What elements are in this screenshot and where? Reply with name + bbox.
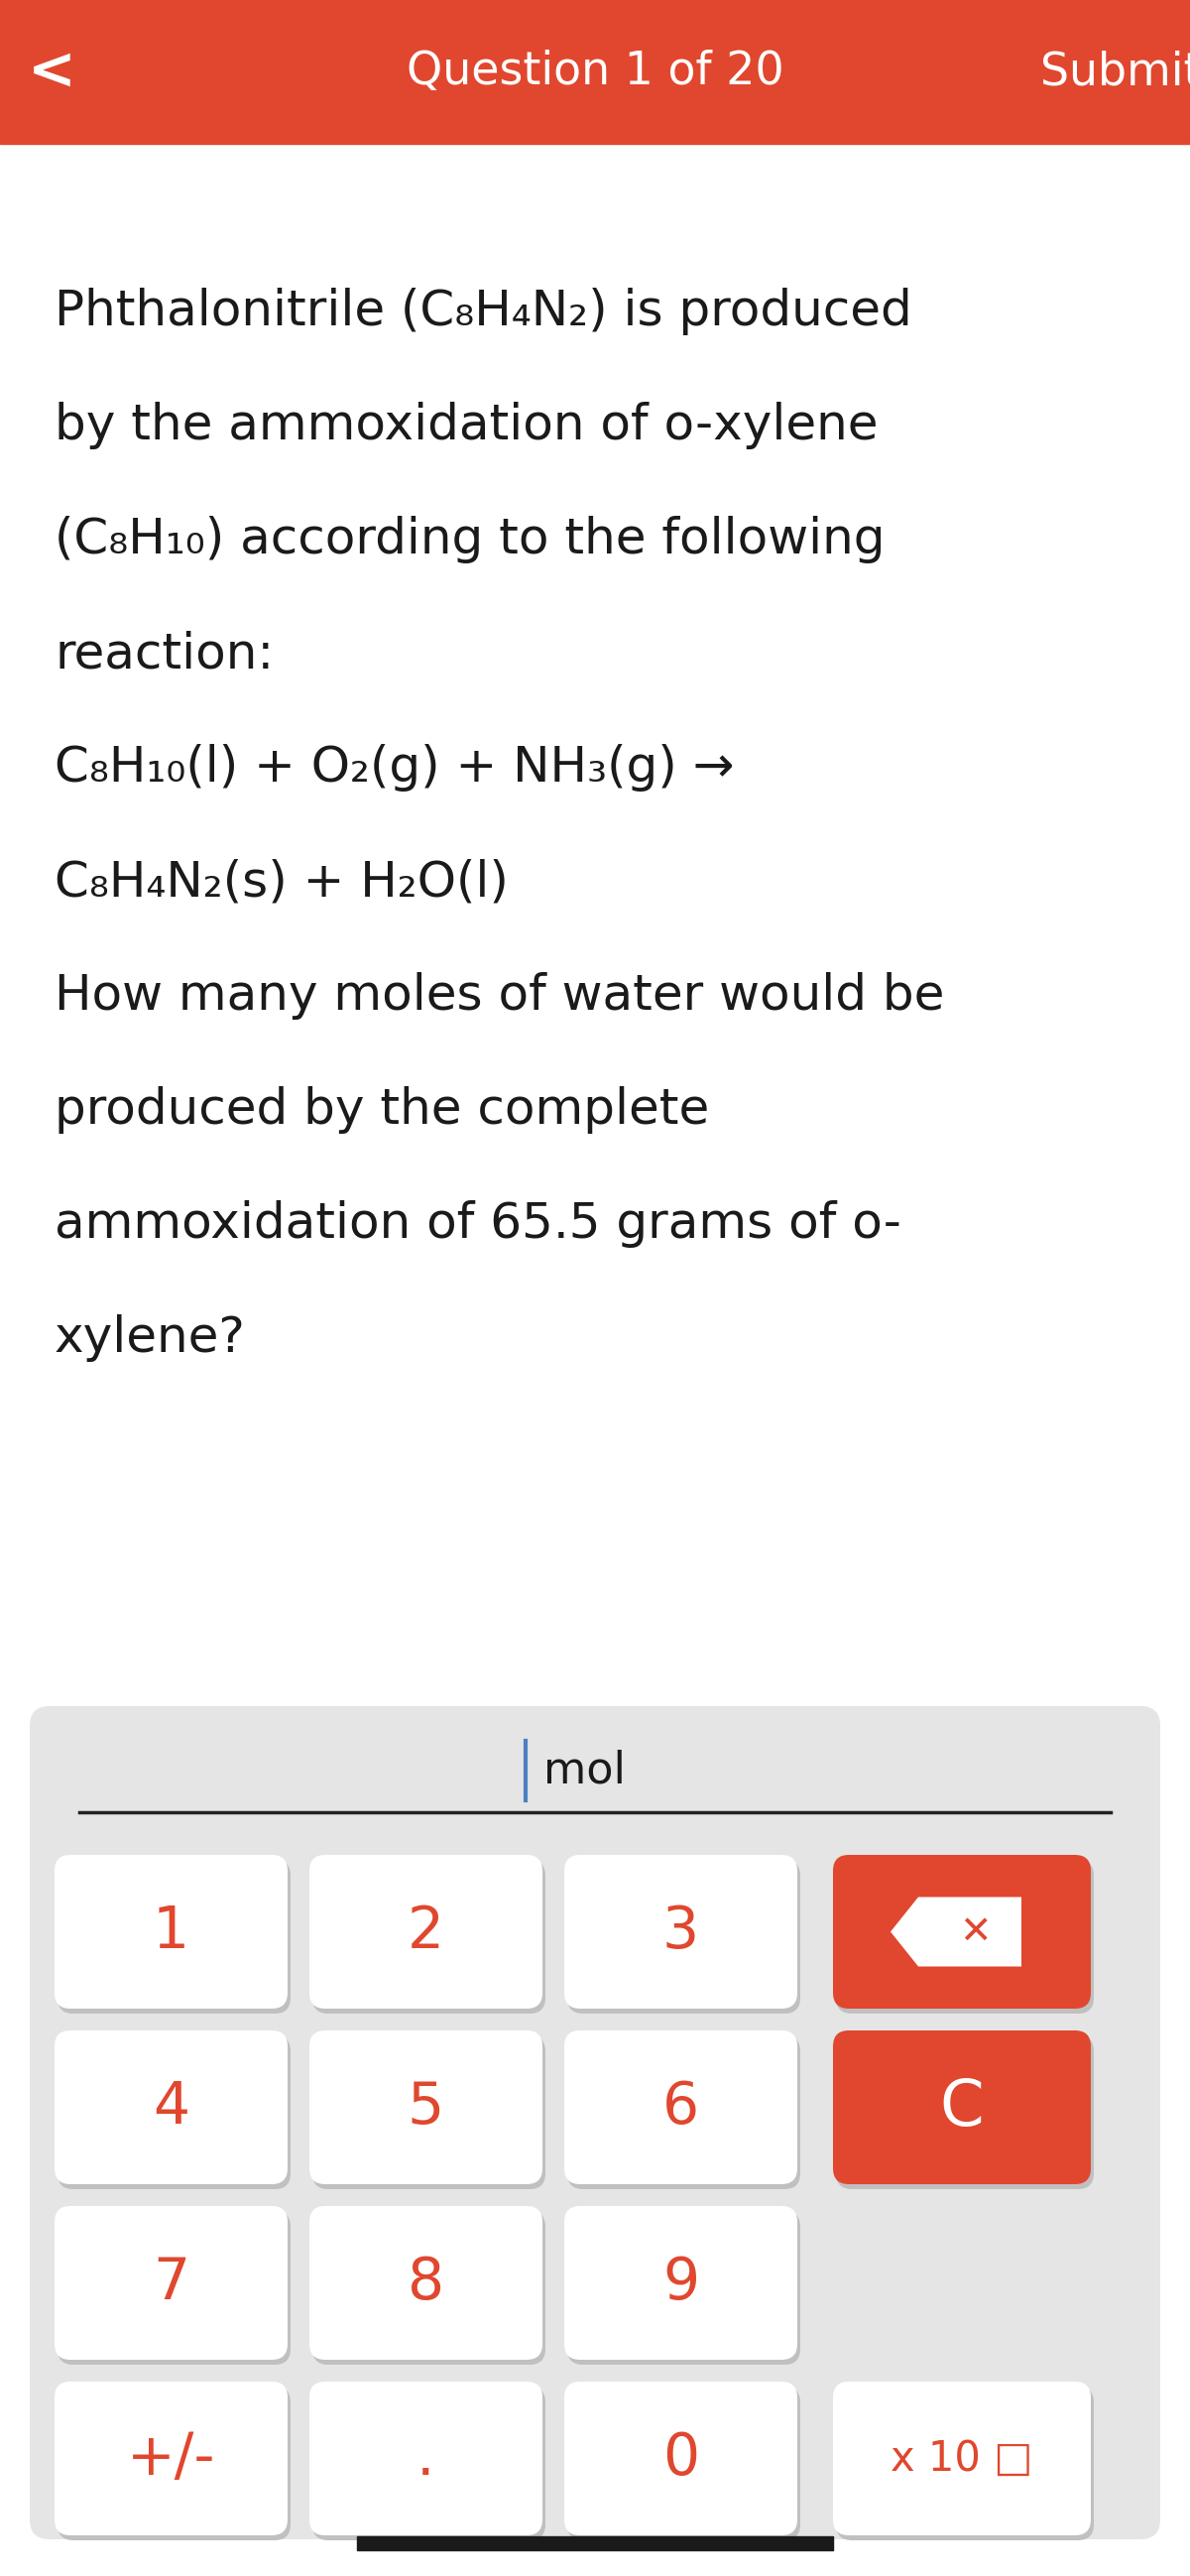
FancyBboxPatch shape — [57, 2210, 290, 2365]
Text: 8: 8 — [407, 2254, 444, 2311]
Text: Phthalonitrile (C₈H₄N₂) is produced: Phthalonitrile (C₈H₄N₂) is produced — [55, 289, 912, 335]
FancyBboxPatch shape — [568, 2035, 801, 2190]
FancyBboxPatch shape — [55, 2205, 288, 2360]
Text: 6: 6 — [663, 2079, 700, 2136]
FancyBboxPatch shape — [568, 2210, 801, 2365]
Text: 7: 7 — [152, 2254, 189, 2311]
FancyBboxPatch shape — [55, 1855, 288, 2009]
FancyBboxPatch shape — [568, 2385, 801, 2540]
FancyBboxPatch shape — [57, 2385, 290, 2540]
FancyBboxPatch shape — [564, 2030, 797, 2184]
Text: C: C — [940, 2076, 984, 2138]
Text: by the ammoxidation of o-xylene: by the ammoxidation of o-xylene — [55, 402, 878, 448]
FancyBboxPatch shape — [309, 2383, 543, 2535]
Text: 2: 2 — [407, 1904, 444, 1960]
FancyBboxPatch shape — [309, 1855, 543, 2009]
FancyBboxPatch shape — [835, 2385, 1094, 2540]
FancyBboxPatch shape — [312, 1860, 545, 2014]
FancyBboxPatch shape — [55, 2383, 288, 2535]
FancyBboxPatch shape — [835, 1860, 1094, 2014]
Text: ✕: ✕ — [959, 1914, 991, 1950]
Text: produced by the complete: produced by the complete — [55, 1087, 709, 1133]
Text: 5: 5 — [407, 2079, 444, 2136]
FancyBboxPatch shape — [30, 1705, 1160, 2540]
FancyBboxPatch shape — [55, 2030, 288, 2184]
Text: +/-: +/- — [126, 2429, 215, 2486]
FancyBboxPatch shape — [309, 2205, 543, 2360]
FancyBboxPatch shape — [309, 2030, 543, 2184]
FancyBboxPatch shape — [833, 1855, 1091, 2009]
Text: ammoxidation of 65.5 grams of o-: ammoxidation of 65.5 grams of o- — [55, 1200, 901, 1247]
Text: Question 1 of 20: Question 1 of 20 — [406, 49, 784, 95]
FancyBboxPatch shape — [835, 2035, 1094, 2190]
FancyBboxPatch shape — [833, 2383, 1091, 2535]
Text: C₈H₁₀(l) + O₂(g) + NH₃(g) →: C₈H₁₀(l) + O₂(g) + NH₃(g) → — [55, 744, 734, 791]
FancyBboxPatch shape — [57, 2035, 290, 2190]
Text: How many moles of water would be: How many moles of water would be — [55, 971, 945, 1020]
Text: (C₈H₁₀) according to the following: (C₈H₁₀) according to the following — [55, 515, 885, 564]
Text: 3: 3 — [663, 1904, 700, 1960]
FancyBboxPatch shape — [564, 2383, 797, 2535]
FancyBboxPatch shape — [564, 2205, 797, 2360]
Text: mol: mol — [544, 1749, 626, 1793]
Text: 0: 0 — [663, 2429, 700, 2486]
Text: .: . — [416, 2429, 436, 2486]
FancyBboxPatch shape — [57, 1860, 290, 2014]
Text: x 10 □: x 10 □ — [891, 2437, 1033, 2478]
FancyBboxPatch shape — [833, 2030, 1091, 2184]
Text: 4: 4 — [152, 2079, 189, 2136]
Polygon shape — [890, 1896, 1021, 1965]
Text: Submit: Submit — [1040, 49, 1190, 95]
Text: reaction:: reaction: — [55, 631, 274, 677]
Text: <: < — [27, 44, 76, 100]
FancyBboxPatch shape — [564, 1855, 797, 2009]
FancyBboxPatch shape — [312, 2035, 545, 2190]
Bar — [0, 0, 1190, 144]
FancyBboxPatch shape — [312, 2210, 545, 2365]
Bar — [357, 2537, 833, 2550]
Text: xylene?: xylene? — [55, 1314, 246, 1363]
Text: 9: 9 — [663, 2254, 700, 2311]
Text: C₈H₄N₂(s) + H₂O(l): C₈H₄N₂(s) + H₂O(l) — [55, 858, 508, 907]
FancyBboxPatch shape — [568, 1860, 801, 2014]
FancyBboxPatch shape — [312, 2385, 545, 2540]
Text: 1: 1 — [152, 1904, 189, 1960]
